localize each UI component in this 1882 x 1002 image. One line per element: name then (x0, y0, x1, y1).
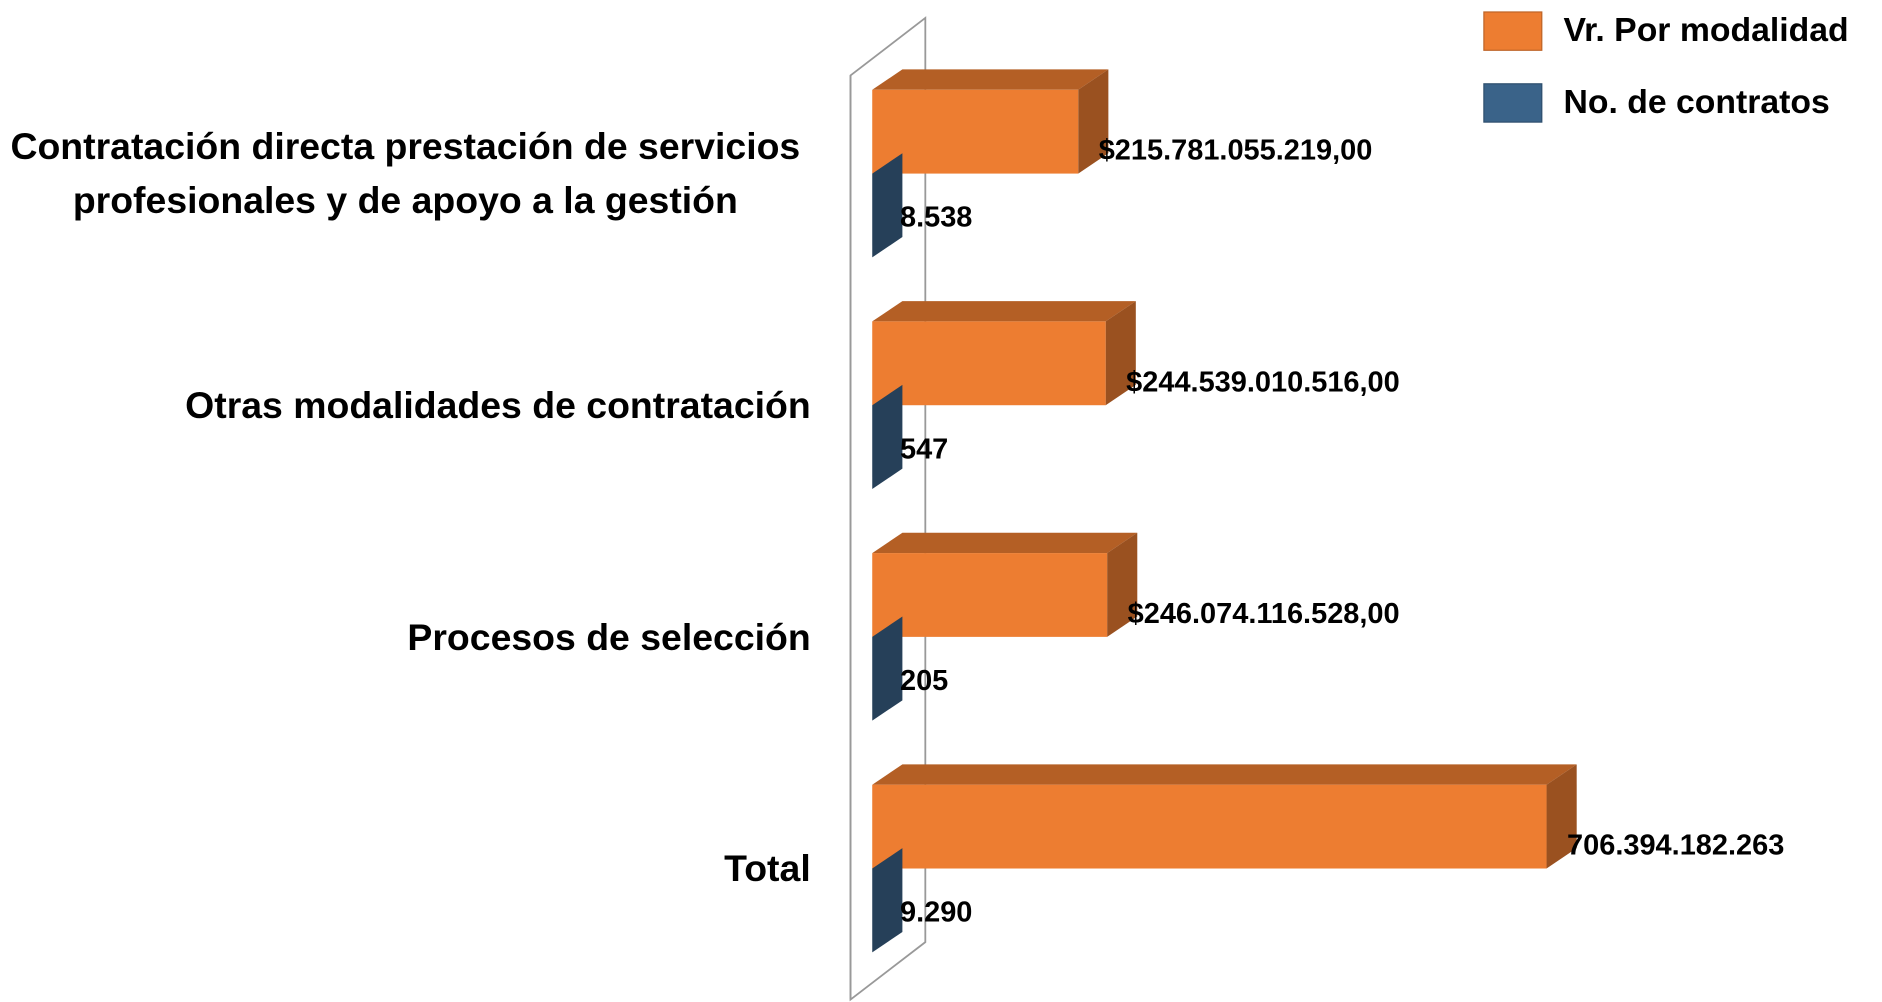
bar-side (872, 848, 903, 953)
value-label: $244.539.010.516,00 (1126, 366, 1400, 398)
bar-side (872, 616, 903, 721)
category-label: Contratación directa prestación de servi… (10, 125, 801, 222)
category-label-box: Total (0, 779, 811, 959)
bar (872, 553, 1108, 637)
legend-label: Vr. Por modalidad (1564, 12, 1849, 49)
category-label-wrap: Otras modalidades de contratación (0, 315, 811, 495)
value-label: 205 (900, 665, 948, 697)
category-label: Otras modalidades de contratación (185, 384, 811, 427)
category-label-wrap: Contratación directa prestación de servi… (0, 84, 811, 264)
bar-side (1107, 532, 1138, 637)
value-label: 9.290 (900, 897, 972, 929)
value-label: $246.074.116.528,00 (1128, 598, 1400, 630)
value-label: $215.781.055.219,00 (1099, 135, 1373, 167)
category-label-box: Procesos de selección (0, 547, 811, 727)
category-label: Total (724, 847, 811, 890)
bar-top (872, 764, 1577, 785)
legend-label: No. de contratos (1564, 84, 1830, 121)
bar (872, 321, 1106, 406)
category-label-wrap: Total (0, 779, 811, 959)
category-label-box: Otras modalidades de contratación (0, 315, 811, 495)
bar-top (872, 69, 1109, 90)
bar-side (1078, 69, 1109, 174)
legend-swatch (1483, 11, 1543, 51)
category-label: Procesos de selección (407, 615, 811, 658)
value-label: 547 (900, 433, 948, 465)
bar-side (1546, 764, 1577, 869)
bar-side (1105, 301, 1136, 406)
bar-top (872, 301, 1136, 322)
value-label: 8.538 (900, 202, 972, 234)
legend-swatch (1483, 83, 1543, 123)
category-label-wrap: Procesos de selección (0, 547, 811, 727)
bar (872, 784, 1547, 869)
bar (872, 89, 1079, 174)
bar-side (872, 384, 903, 490)
bar-top (872, 532, 1138, 554)
bar-side (872, 153, 903, 258)
value-label: 706.394.182.263 (1567, 830, 1784, 862)
category-label-box: Contratación directa prestación de servi… (0, 84, 811, 264)
